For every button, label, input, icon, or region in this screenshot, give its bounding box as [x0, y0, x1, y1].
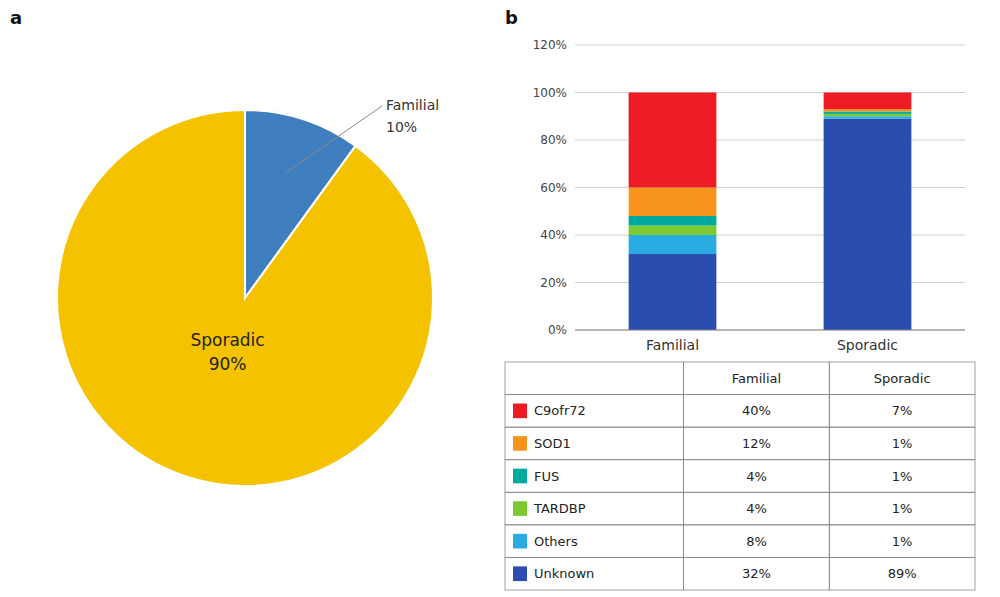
y-tick-label: 80%: [540, 133, 567, 147]
table-cell: [829, 362, 975, 395]
legend-swatch: [513, 436, 527, 451]
table-cell: [684, 492, 830, 525]
legend-label: C9ofr72: [534, 403, 586, 418]
bar-segment: [824, 109, 912, 111]
table-value: 1%: [892, 534, 913, 549]
table-value: 89%: [888, 566, 917, 581]
legend-label: Others: [534, 534, 578, 549]
legend-label: TARDBP: [533, 501, 586, 516]
legend-swatch: [513, 566, 527, 581]
grid-line: [575, 45, 965, 46]
x-tick-label: Familial: [646, 337, 699, 353]
table-cell: [829, 460, 975, 493]
bars: [629, 93, 912, 331]
bar-segment: [824, 119, 912, 330]
slice-value: 90%: [209, 354, 247, 374]
y-tick-label: 20%: [540, 276, 567, 290]
bar-segment: [629, 216, 717, 226]
x-tick-label: Sporadic: [837, 337, 898, 353]
table-value: 12%: [742, 436, 771, 451]
legend-label: FUS: [534, 469, 559, 484]
table-value: 40%: [742, 403, 771, 418]
panel-label: b: [505, 7, 518, 28]
table-cell: [829, 395, 975, 428]
table-cell: [684, 395, 830, 428]
table-value: 1%: [892, 501, 913, 516]
legend-swatch: [513, 404, 527, 419]
table-cell: [505, 460, 684, 493]
bar-segment: [629, 93, 717, 188]
table-cell: [684, 557, 830, 590]
table-cell: [505, 427, 684, 460]
table-cell: [505, 557, 684, 590]
legend-label: Unknown: [534, 566, 594, 581]
bar-segment: [824, 93, 912, 110]
y-tick-label: 100%: [533, 86, 567, 100]
y-tick-label: 0%: [548, 323, 567, 337]
bar-segment: [629, 235, 717, 254]
table-value: 8%: [746, 534, 767, 549]
bar-segment: [824, 112, 912, 114]
legend-swatch: [513, 469, 527, 484]
table-cell: [505, 492, 684, 525]
x-axis-line: [575, 330, 965, 331]
y-tick-label: 120%: [533, 38, 567, 52]
slice-label: Familial: [386, 97, 439, 113]
table-value: 32%: [742, 566, 771, 581]
table-header: Sporadic: [874, 371, 931, 386]
table-value: 1%: [892, 436, 913, 451]
table: Familial Sporadic C9ofr72 40% 7% SOD1 12% 1% FUS…: [505, 362, 975, 590]
legend-label: SOD1: [534, 436, 571, 451]
table-cell: [684, 460, 830, 493]
y-tick-label: 60%: [540, 181, 567, 195]
y-tick-label: 40%: [540, 228, 567, 242]
table-cell: [684, 525, 830, 558]
table-cell: [829, 557, 975, 590]
table-cell: [684, 427, 830, 460]
panel-label: a: [10, 7, 22, 28]
table-cell: [505, 525, 684, 558]
table-header: Familial: [732, 371, 781, 386]
table-cell: [829, 427, 975, 460]
legend-swatch: [513, 501, 527, 516]
legend-swatch: [513, 534, 527, 549]
table-value: 4%: [746, 469, 767, 484]
table-cell: [829, 525, 975, 558]
table-cell: [829, 492, 975, 525]
bar-segment: [824, 116, 912, 118]
bar-segment: [629, 254, 717, 330]
pie-panel: a Familial 10% Sporadic 90%: [10, 7, 439, 486]
leader-line: [286, 106, 382, 173]
grid-line: [575, 330, 965, 331]
figure: a Familial 10% Sporadic 90% b 0% 20% 40% 60% 80% 10…: [0, 0, 1000, 597]
slice-label: Sporadic: [190, 330, 264, 350]
bar-segment: [629, 188, 717, 217]
bar-panel: b0%20%40%60%80%100%120%FamilialSporadicF…: [505, 7, 975, 590]
bar-segment: [824, 114, 912, 116]
table-value: 4%: [746, 501, 767, 516]
grid: [575, 45, 965, 330]
table-value: 7%: [892, 403, 913, 418]
pie-slice: [57, 110, 433, 486]
bar-segment: [629, 226, 717, 236]
table-cell: [684, 362, 830, 395]
table-cell: [505, 362, 684, 395]
slice-value: 10%: [386, 119, 417, 135]
table-value: 1%: [892, 469, 913, 484]
table-cell: [505, 395, 684, 428]
